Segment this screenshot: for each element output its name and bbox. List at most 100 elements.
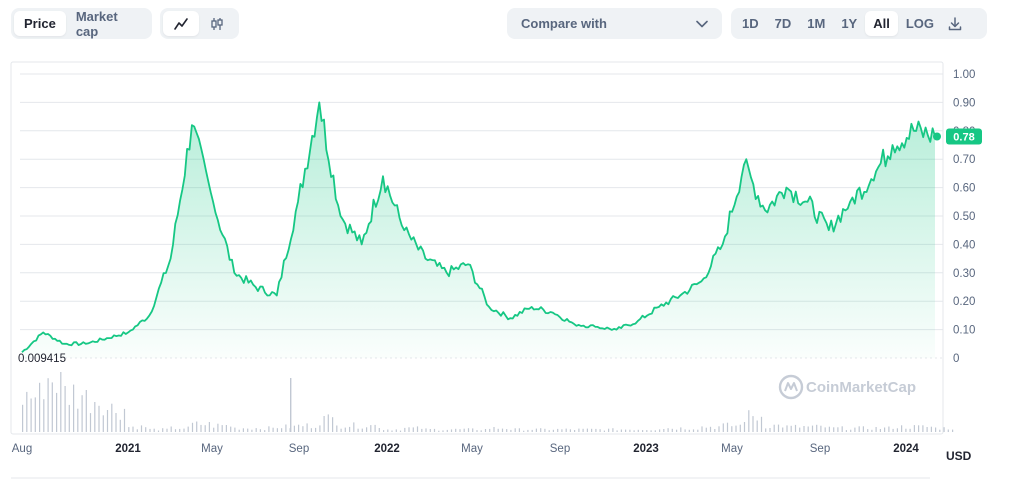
volume-bar bbox=[833, 427, 835, 432]
tab-market-cap[interactable]: Market cap bbox=[75, 8, 118, 39]
volume-bar bbox=[327, 414, 329, 432]
volume-bar bbox=[667, 428, 669, 432]
volume-bar bbox=[378, 428, 380, 432]
volume-bar bbox=[922, 425, 924, 432]
volume-bar bbox=[187, 426, 189, 432]
volume-bar bbox=[765, 428, 767, 432]
volume-bar bbox=[709, 426, 712, 432]
volume-bar bbox=[514, 428, 516, 432]
candlestick-chart-button[interactable] bbox=[199, 11, 235, 36]
volume-bar bbox=[756, 420, 758, 432]
range-1m-button[interactable]: 1M bbox=[807, 16, 826, 31]
volume-bar bbox=[166, 428, 168, 432]
volume-bar bbox=[786, 425, 788, 432]
x-tick-label: 2021 bbox=[115, 443, 141, 455]
volume-bar bbox=[654, 430, 656, 432]
volume-bar bbox=[442, 430, 444, 432]
compare-with-dropdown[interactable]: Compare with bbox=[507, 8, 722, 39]
x-tick-label: 2024 bbox=[893, 443, 919, 455]
volume-bar bbox=[807, 426, 809, 432]
volume-bar bbox=[234, 427, 236, 432]
volume-bar bbox=[174, 429, 177, 432]
volume-bar bbox=[871, 429, 873, 432]
volume-bar bbox=[608, 428, 610, 432]
y-tick-label: 0 bbox=[953, 353, 959, 365]
volume-bar bbox=[752, 416, 754, 432]
current-price-dot bbox=[933, 132, 941, 141]
volume-bar bbox=[896, 428, 898, 432]
volume-bar bbox=[930, 426, 932, 432]
volume-bar bbox=[569, 429, 571, 432]
volume-bar bbox=[85, 390, 87, 432]
tab-price[interactable]: Price bbox=[14, 11, 66, 36]
volume-bar bbox=[884, 427, 886, 432]
volume-bar bbox=[149, 428, 151, 432]
volume-bar bbox=[642, 430, 644, 432]
volume-bar bbox=[319, 425, 321, 432]
volume-bar bbox=[867, 429, 869, 432]
volume-bar bbox=[731, 426, 733, 432]
volume-bar bbox=[399, 430, 402, 432]
volume-bar bbox=[531, 429, 533, 432]
volume-bar bbox=[179, 428, 181, 432]
volume-bar bbox=[353, 422, 355, 432]
chart-frame bbox=[10, 61, 944, 479]
download-icon bbox=[948, 16, 962, 30]
volume-bar bbox=[472, 428, 474, 432]
volume-bar bbox=[901, 425, 903, 432]
volume-bar bbox=[688, 429, 690, 432]
volume-bar bbox=[450, 429, 453, 432]
volume-bar bbox=[854, 427, 856, 432]
volume-bar bbox=[357, 428, 359, 432]
currency-label: USD bbox=[946, 449, 972, 463]
volume-bar bbox=[191, 422, 194, 432]
current-price-label: 0.78 bbox=[953, 132, 974, 144]
volume-bar bbox=[518, 428, 520, 432]
line-chart-icon bbox=[174, 17, 188, 30]
volume-bar bbox=[612, 428, 614, 432]
volume-bar bbox=[290, 378, 292, 432]
price-line bbox=[21, 101, 936, 353]
volume-bar bbox=[535, 428, 537, 432]
candlestick-icon bbox=[211, 17, 223, 30]
range-7d-button[interactable]: 7D bbox=[774, 16, 792, 31]
volume-bar bbox=[387, 429, 389, 432]
range-1y-button[interactable]: 1Y bbox=[841, 16, 858, 31]
range-all-button[interactable]: All bbox=[865, 11, 898, 36]
volume-bar bbox=[242, 428, 244, 432]
line-chart-button[interactable] bbox=[163, 11, 199, 36]
y-tick-label: 0.40 bbox=[953, 239, 975, 251]
volume-bar bbox=[30, 398, 32, 432]
volume-bar bbox=[183, 428, 185, 432]
volume-bar bbox=[909, 428, 911, 432]
volume-bar bbox=[926, 427, 928, 432]
volume-bar bbox=[306, 423, 308, 432]
volume-bar bbox=[344, 427, 346, 432]
volume-bar bbox=[238, 429, 240, 432]
volume-bar bbox=[255, 428, 257, 432]
volume-bar bbox=[383, 430, 385, 432]
volume-bar bbox=[94, 402, 96, 432]
volume-bar bbox=[743, 422, 746, 432]
download-button[interactable] bbox=[942, 11, 968, 36]
volume-bar bbox=[663, 429, 665, 432]
volume-bar bbox=[310, 428, 312, 432]
volume-bar bbox=[264, 430, 266, 432]
volume-bar bbox=[629, 429, 631, 432]
volume-bar bbox=[64, 386, 66, 432]
metric-tab-group: Price Market cap bbox=[11, 8, 152, 39]
volume-bar bbox=[281, 428, 283, 432]
volume-bar bbox=[646, 430, 648, 432]
log-scale-button[interactable]: LOG bbox=[905, 16, 935, 31]
range-1d-button[interactable]: 1D bbox=[742, 16, 759, 31]
y-tick-label: 0.30 bbox=[953, 268, 975, 280]
volume-bar bbox=[582, 428, 584, 432]
volume-bar bbox=[824, 427, 826, 432]
volume-bar bbox=[735, 425, 737, 432]
x-tick-label: 2023 bbox=[633, 443, 659, 455]
volume-bar bbox=[574, 430, 576, 432]
current-price-badge bbox=[946, 128, 982, 145]
volume-bar bbox=[718, 426, 720, 432]
x-tick-label: May bbox=[201, 443, 223, 455]
